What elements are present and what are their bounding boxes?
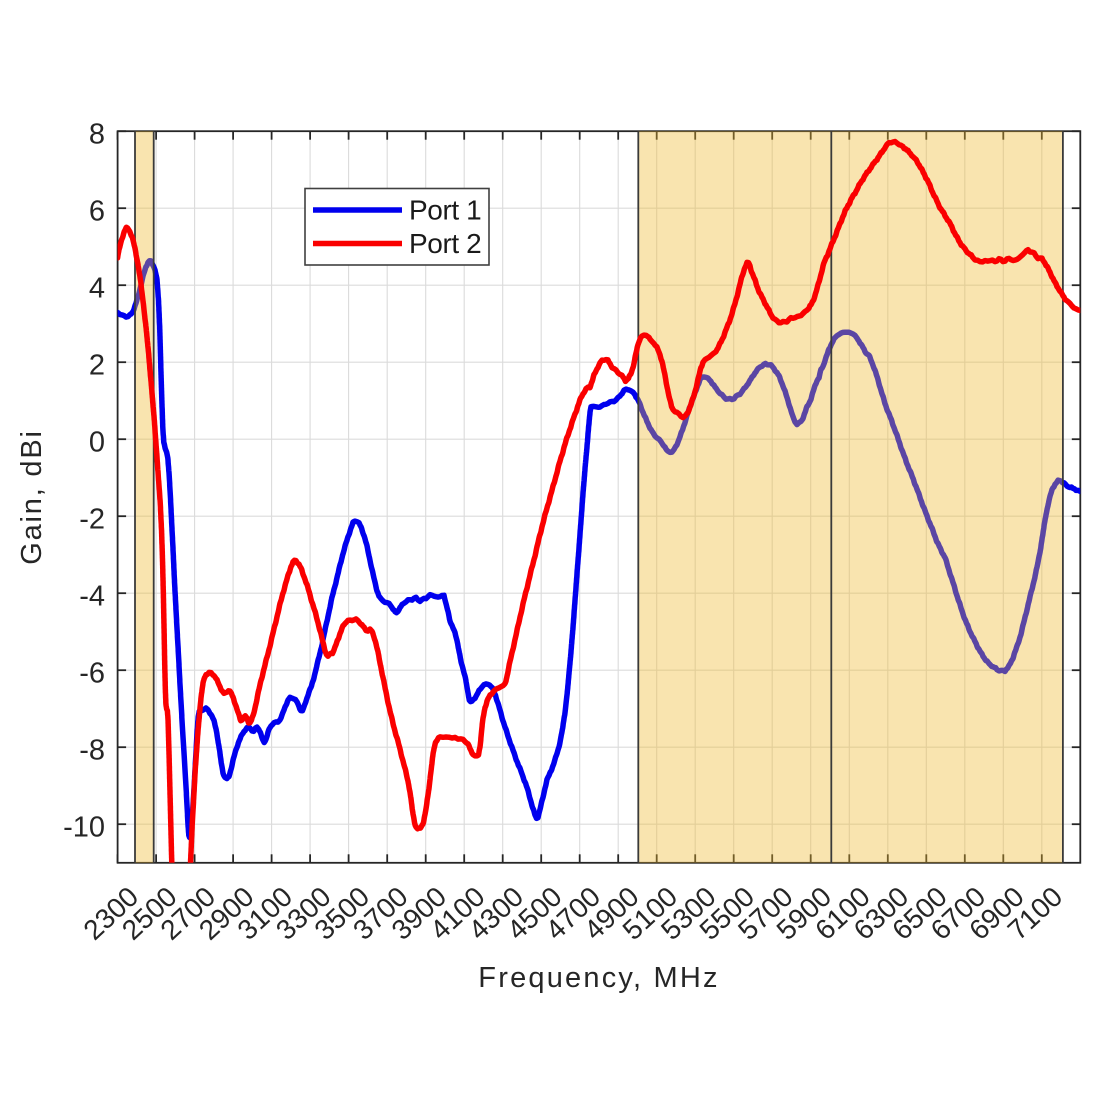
svg-text:-4: -4 <box>79 581 105 613</box>
svg-text:0: 0 <box>89 427 105 459</box>
svg-text:Port 1: Port 1 <box>409 195 481 226</box>
svg-text:Frequency, MHz: Frequency, MHz <box>478 962 719 994</box>
svg-text:2: 2 <box>89 350 105 382</box>
svg-text:Gain, dBi: Gain, dBi <box>16 429 48 565</box>
svg-text:-8: -8 <box>79 735 105 767</box>
svg-text:4: 4 <box>89 273 105 305</box>
svg-text:8: 8 <box>89 119 105 151</box>
svg-text:-10: -10 <box>63 812 105 844</box>
svg-text:6: 6 <box>89 196 105 228</box>
svg-text:Port 2: Port 2 <box>409 228 481 259</box>
svg-text:-6: -6 <box>79 658 105 690</box>
svg-text:-2: -2 <box>79 504 105 536</box>
